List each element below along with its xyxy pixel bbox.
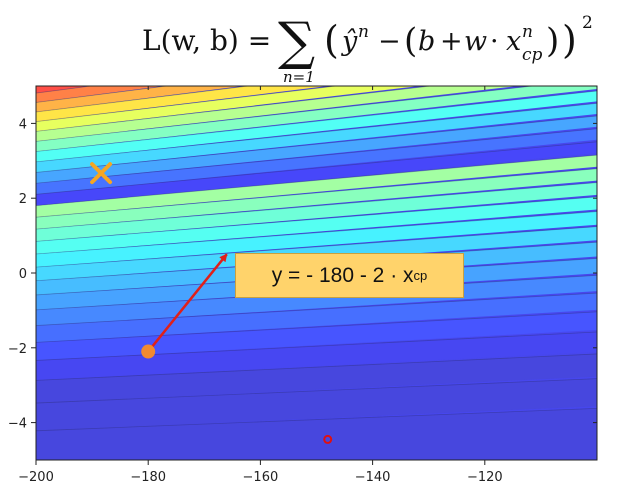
- x-tick-label: −140: [355, 470, 391, 485]
- contour-band: [36, 86, 419, 132]
- contour-line: [36, 292, 597, 326]
- y-tick-label: 0: [19, 267, 27, 282]
- contour-band: [36, 408, 597, 460]
- contour-band: [36, 182, 597, 242]
- formula-dot: ·: [490, 26, 499, 57]
- formula-b: b: [418, 26, 435, 57]
- contour-line: [36, 86, 435, 132]
- contour-line: [36, 141, 597, 195]
- formula-square: 2: [582, 13, 593, 33]
- formula-paren-close: ): [562, 18, 577, 62]
- x-tick-label: −200: [18, 470, 54, 485]
- formula-yhat-sup: n: [358, 22, 369, 42]
- contour-band: [36, 196, 597, 254]
- contour-line: [36, 86, 252, 113]
- contour-band: [36, 116, 597, 184]
- contour-band: [36, 155, 597, 218]
- formula-inner-open: (: [404, 21, 417, 61]
- minimum-x-marker: [90, 162, 113, 185]
- contour-band: [36, 86, 597, 152]
- axis-ticks: −200 −180 −160 −140 −120 4 2 0 −2 −4: [8, 86, 597, 485]
- formula-w: w: [464, 26, 487, 57]
- contour-band: [36, 86, 328, 122]
- x-marker-stroke: [90, 162, 113, 185]
- gradient-arrow: [147, 253, 228, 353]
- y-tick-label: −4: [8, 417, 27, 432]
- formula-minus: −: [378, 26, 401, 57]
- other-point: [323, 434, 333, 444]
- contour-band: [36, 293, 597, 343]
- loss-formula: L(w, b) = ∑ n=1 ( ŷ n − ( b + w · x n cp…: [142, 12, 593, 86]
- formula-plus: +: [440, 26, 463, 57]
- contour-line: [36, 86, 340, 122]
- contour-line: [36, 128, 597, 184]
- contour-band: [36, 168, 597, 230]
- contour-band: [36, 86, 90, 94]
- contour-line: [36, 196, 597, 242]
- contour-band: [36, 311, 597, 361]
- formula-paren-open: (: [324, 18, 339, 62]
- annotation-subscript: cp: [413, 268, 428, 283]
- x-tick-label: −120: [467, 470, 503, 485]
- contour-line: [36, 86, 537, 142]
- y-tick-label: −2: [8, 342, 27, 357]
- formula-x: x: [506, 26, 521, 57]
- formula-sum-symbol: ∑: [278, 12, 315, 72]
- contour-band: [36, 86, 243, 112]
- contour-line: [36, 407, 597, 432]
- x-tick-label: −180: [130, 470, 166, 485]
- y-tick-label: 4: [19, 117, 27, 132]
- contour-band: [36, 86, 518, 142]
- contour-line: [36, 182, 597, 230]
- contour-line: [36, 211, 597, 255]
- contour-line: [36, 226, 597, 268]
- annotation-text: y = - 180 - 2 · x: [271, 263, 414, 287]
- contour-line: [36, 168, 597, 218]
- contour-line: [36, 9, 597, 84]
- formula-x-sup: n: [522, 22, 533, 42]
- contour-band: [36, 86, 163, 103]
- contour-band: [36, 353, 597, 404]
- contour-line: [36, 90, 597, 152]
- formula-yhat: ŷ: [341, 26, 358, 57]
- x-tick-label: −160: [243, 470, 279, 485]
- line-equation-annotation: y = - 180 - 2 · x cp: [235, 253, 464, 298]
- contour-band: [36, 128, 597, 195]
- contour-band: [36, 141, 597, 206]
- contour-band: [36, 103, 597, 173]
- contour-band: [36, 91, 597, 162]
- contour-band: [36, 378, 597, 431]
- formula-x-sub: cp: [522, 45, 543, 65]
- contour-band: [36, 0, 597, 84]
- contour-bands: [36, 0, 597, 460]
- contour-line: [36, 331, 597, 361]
- contour-band: [36, 332, 597, 381]
- y-tick-label: 2: [19, 192, 27, 207]
- current-point: [141, 344, 156, 359]
- contour-line: [36, 378, 597, 404]
- contour-line: [36, 115, 597, 173]
- contour-line: [36, 86, 170, 103]
- contour-line: [36, 154, 597, 206]
- contour-line: [36, 86, 94, 94]
- contour-line: [36, 311, 597, 343]
- formula-lhs: L(w, b) =: [142, 24, 271, 57]
- contour-line: [36, 0, 597, 75]
- contour-line: [36, 102, 597, 163]
- contour-band: [36, 211, 597, 268]
- formula-sum-lower: n=1: [283, 68, 315, 86]
- chart-marks: [90, 162, 333, 444]
- contour-line: [36, 353, 597, 381]
- formula-inner-close: ): [546, 21, 559, 61]
